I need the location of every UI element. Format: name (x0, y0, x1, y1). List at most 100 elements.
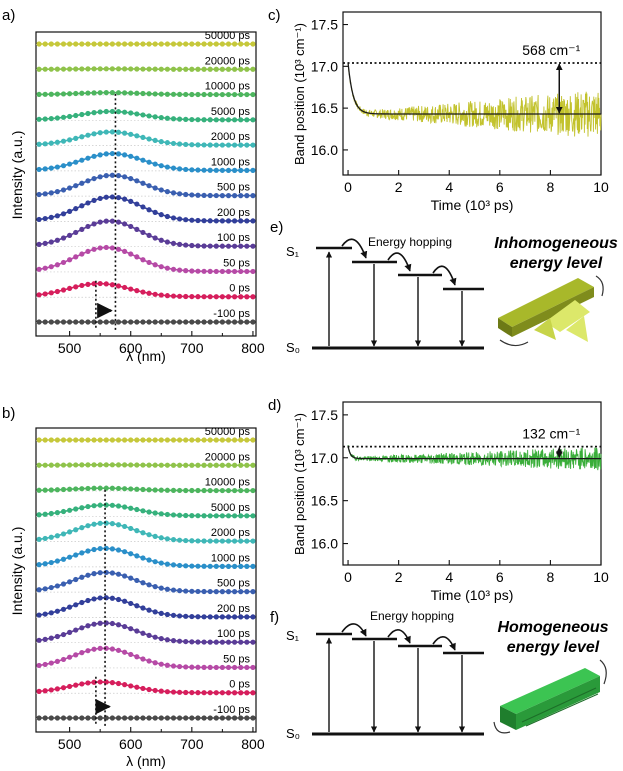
panel-b-data-point (79, 462, 85, 468)
panel-b-data-point (238, 487, 244, 494)
panel-b-data-point (201, 462, 207, 468)
panel-a-data-point (60, 211, 67, 217)
panel-b-data-point (201, 538, 207, 544)
panel-a-data-point (146, 207, 152, 213)
panel-a-series-label: 1000 ps (211, 156, 251, 168)
panel-b-data-point (91, 679, 97, 685)
panel-b-data-point (164, 536, 170, 542)
panel-a-data-point (140, 134, 146, 141)
panel-a-data-point (115, 173, 122, 179)
panel-b-data-point (73, 627, 79, 633)
panel-a-data-point (60, 41, 67, 47)
panel-a-data-point (177, 166, 183, 172)
panel-a-data-point (189, 142, 195, 148)
panel-a-data-point (195, 142, 201, 148)
panel-a-data-point (213, 294, 219, 300)
panel-a-data-point (232, 117, 238, 123)
panel-a-data-point (134, 178, 140, 184)
panel-b-data-point (219, 487, 225, 494)
panel-b-data-point (152, 660, 158, 666)
panel-b-data-point (177, 638, 183, 644)
panel-b-data-point (164, 561, 170, 567)
panel-a-data-point (128, 251, 134, 257)
panel-b-data-point (54, 533, 60, 539)
panel-a-data-point (250, 268, 256, 275)
diagram-f-title-line2: energy level (507, 639, 600, 656)
panel-a-data-point (164, 188, 170, 195)
panel-b-data-point (225, 437, 232, 443)
panel-b-data-point (140, 555, 146, 561)
panel-b-data-point (67, 683, 73, 690)
panel-d-x-tick-label: 6 (496, 569, 504, 585)
panel-a-data-point (225, 268, 232, 275)
panel-d-plot-area: 132 cm⁻¹ 0 2 4 6 8 10 16.0 16.5 17.0 17.5 (311, 407, 609, 585)
panel-b-data-point (97, 520, 103, 526)
panel-a-series-label: -100 ps (213, 308, 250, 320)
panel-b-data-point (152, 533, 158, 540)
panel-a-data-point (134, 288, 140, 294)
panel-a-data-point (67, 137, 73, 143)
panel-b-data-point (250, 487, 256, 494)
diagram-f-hop-arrow-3 (432, 636, 456, 651)
panel-b-data-point (54, 462, 60, 468)
diagram-f-hop-arrow-1 (341, 623, 367, 637)
panel-a-data-point (183, 268, 189, 274)
panel-b-data-point (158, 610, 164, 616)
panel-a-data-point (54, 66, 60, 72)
panel-a-data-point (213, 243, 219, 249)
panel-b-data-point (213, 513, 219, 519)
panel-a-data-point (42, 41, 48, 47)
panel-b-data-point (67, 462, 73, 468)
panel-b-data-point (225, 614, 232, 620)
panel-a-data-point (152, 319, 158, 325)
panel-a-data-point (152, 235, 158, 241)
panel-b-data-point (134, 462, 140, 468)
panel-a-data-point (122, 248, 128, 255)
panel-a-data-point (79, 226, 85, 232)
panel-b-data-point (189, 538, 195, 544)
panel-b-data-point (238, 563, 244, 569)
panel-a-data-point (42, 215, 48, 222)
panel-a-data-point (85, 66, 91, 72)
panel-b-data-point (213, 462, 219, 468)
panel-a-data-point (189, 66, 195, 72)
panel-b-data-point (164, 487, 170, 493)
panel-a-data-point (250, 294, 256, 300)
panel-a-data-point (164, 293, 170, 299)
panel-a-data-point (79, 319, 85, 325)
panel-a-data-point (232, 66, 238, 72)
panel-b-data-point (140, 530, 146, 536)
panel-b-data-point (183, 512, 189, 519)
panel-a-data-point (67, 185, 73, 191)
panel-a-data-point (189, 116, 195, 123)
panel-a-data-point (170, 116, 177, 122)
panel-a-data-point (244, 91, 250, 98)
panel-b-data-point (122, 504, 128, 510)
panel-b-data-point (146, 557, 152, 563)
panel-b-data-point (170, 715, 177, 721)
panel-a-data-point (146, 159, 152, 165)
panel-a-data-point (85, 155, 91, 161)
panel-a-data-point (232, 167, 238, 173)
panel-b-data-point (146, 607, 152, 613)
panel-b-data-point (134, 528, 140, 534)
panel-b-data-point (103, 485, 109, 491)
panel-a-data-point (146, 91, 152, 97)
panel-a-series-label: 20000 ps (205, 55, 251, 67)
panel-a-data-point (115, 109, 122, 115)
panel-a-data-point (195, 117, 201, 123)
panel-b-data-point (128, 715, 134, 721)
panel-b-data-point (225, 513, 232, 519)
panel-b-data-point (42, 611, 48, 617)
panel-b-data-point (164, 437, 170, 443)
panel-b-data-point (36, 437, 42, 443)
panel-a-data-point (42, 319, 48, 325)
panel-b-data-point (238, 462, 244, 468)
panel-a-data-point (122, 221, 128, 227)
panel-a-data-point (73, 183, 79, 189)
panel-a-data-point (195, 192, 201, 198)
panel-a-data-point (238, 66, 244, 72)
panel-a-data-point (152, 91, 158, 97)
diagram-e-s1-label: S₁ (286, 244, 300, 259)
panel-a-data-point (85, 132, 91, 138)
